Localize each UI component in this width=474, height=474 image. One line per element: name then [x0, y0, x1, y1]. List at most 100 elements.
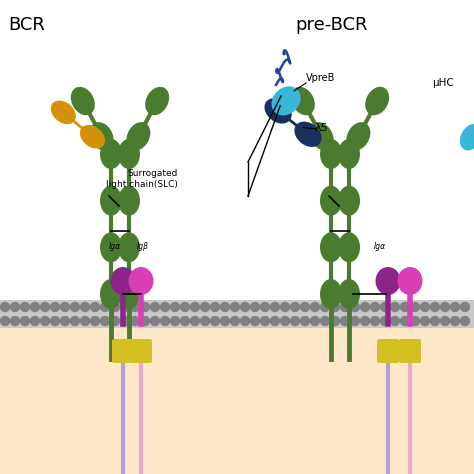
- Ellipse shape: [118, 232, 140, 262]
- Circle shape: [240, 302, 249, 311]
- Circle shape: [230, 317, 239, 326]
- Circle shape: [0, 302, 9, 311]
- Circle shape: [81, 302, 90, 311]
- Circle shape: [301, 317, 310, 326]
- Circle shape: [171, 317, 180, 326]
- Circle shape: [40, 317, 49, 326]
- Ellipse shape: [398, 267, 422, 295]
- FancyBboxPatch shape: [399, 339, 421, 363]
- Circle shape: [410, 302, 419, 311]
- Circle shape: [71, 302, 80, 311]
- Circle shape: [301, 302, 310, 311]
- Circle shape: [250, 302, 259, 311]
- Circle shape: [361, 302, 370, 311]
- Ellipse shape: [272, 86, 301, 116]
- Ellipse shape: [51, 100, 76, 124]
- Circle shape: [291, 302, 300, 311]
- Circle shape: [81, 317, 90, 326]
- Ellipse shape: [71, 87, 95, 115]
- FancyBboxPatch shape: [130, 339, 152, 363]
- Text: λ5: λ5: [315, 123, 328, 133]
- Ellipse shape: [118, 139, 140, 169]
- Circle shape: [310, 317, 319, 326]
- Circle shape: [210, 302, 219, 311]
- Ellipse shape: [338, 232, 360, 262]
- Circle shape: [450, 317, 459, 326]
- Text: Igβ: Igβ: [137, 242, 149, 251]
- Circle shape: [10, 317, 19, 326]
- Circle shape: [271, 302, 280, 311]
- Circle shape: [30, 302, 39, 311]
- Circle shape: [410, 317, 419, 326]
- Circle shape: [240, 317, 249, 326]
- Circle shape: [461, 302, 470, 311]
- Ellipse shape: [320, 139, 342, 169]
- Ellipse shape: [110, 267, 136, 295]
- Circle shape: [0, 317, 9, 326]
- Circle shape: [430, 302, 439, 311]
- Ellipse shape: [338, 186, 360, 216]
- Ellipse shape: [320, 186, 342, 216]
- Circle shape: [161, 302, 170, 311]
- Circle shape: [330, 317, 339, 326]
- Circle shape: [320, 302, 329, 311]
- Bar: [0, 324, 474, 474]
- Text: BCR: BCR: [8, 16, 45, 34]
- Ellipse shape: [338, 279, 360, 309]
- Ellipse shape: [118, 279, 140, 309]
- Circle shape: [110, 317, 119, 326]
- Ellipse shape: [365, 87, 389, 115]
- Ellipse shape: [264, 98, 292, 124]
- Circle shape: [20, 302, 29, 311]
- Circle shape: [371, 302, 380, 311]
- Circle shape: [20, 317, 29, 326]
- Circle shape: [391, 302, 400, 311]
- Circle shape: [330, 302, 339, 311]
- Circle shape: [420, 317, 429, 326]
- Circle shape: [191, 317, 200, 326]
- Ellipse shape: [294, 122, 322, 147]
- Circle shape: [61, 302, 70, 311]
- Circle shape: [261, 317, 270, 326]
- Circle shape: [310, 302, 319, 311]
- Text: Igα: Igα: [374, 242, 386, 251]
- FancyBboxPatch shape: [377, 339, 399, 363]
- Ellipse shape: [145, 87, 169, 115]
- Bar: [0, 300, 474, 314]
- Circle shape: [140, 302, 149, 311]
- Circle shape: [440, 302, 449, 311]
- Circle shape: [210, 317, 219, 326]
- Circle shape: [171, 302, 180, 311]
- Circle shape: [120, 302, 129, 311]
- Bar: [0, 314, 474, 328]
- Ellipse shape: [460, 124, 474, 150]
- Ellipse shape: [100, 186, 122, 216]
- Circle shape: [100, 317, 109, 326]
- Circle shape: [151, 302, 159, 311]
- Circle shape: [440, 317, 449, 326]
- Text: μHC: μHC: [432, 78, 454, 88]
- Circle shape: [161, 317, 170, 326]
- Circle shape: [381, 317, 390, 326]
- Circle shape: [110, 302, 119, 311]
- Ellipse shape: [100, 279, 122, 309]
- Ellipse shape: [320, 232, 342, 262]
- Circle shape: [320, 317, 329, 326]
- Circle shape: [291, 317, 300, 326]
- Circle shape: [201, 302, 210, 311]
- Circle shape: [51, 317, 60, 326]
- Circle shape: [340, 302, 349, 311]
- Circle shape: [91, 317, 100, 326]
- Circle shape: [220, 302, 229, 311]
- Circle shape: [281, 317, 290, 326]
- Circle shape: [261, 302, 270, 311]
- Ellipse shape: [80, 125, 105, 149]
- Circle shape: [61, 317, 70, 326]
- Ellipse shape: [320, 279, 342, 309]
- Ellipse shape: [100, 139, 122, 169]
- Ellipse shape: [118, 186, 140, 216]
- Circle shape: [271, 317, 280, 326]
- Circle shape: [181, 302, 190, 311]
- Ellipse shape: [338, 139, 360, 169]
- Ellipse shape: [127, 122, 150, 151]
